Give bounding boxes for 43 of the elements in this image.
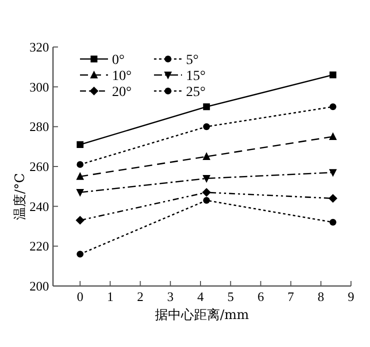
legend-label: 0° [112,53,125,68]
point [76,216,84,225]
x-tick-label: 0 [76,289,84,304]
legend-label: 10° [112,69,132,84]
point [76,250,84,258]
x-axis-title: 据中心距离/mm [154,307,250,323]
point [328,194,338,203]
point [203,123,210,130]
y-tick-label: 220 [30,238,49,254]
x-tick-label: 8 [318,289,324,304]
x-tick-label: 6 [257,289,264,304]
y-tick-label: 300 [30,79,49,94]
point [329,132,337,140]
point [202,188,211,197]
point [203,196,210,204]
x-tick-label: 5 [227,289,234,304]
y-tick-label: 260 [30,159,49,174]
y-tick-label: 320 [30,40,49,54]
x-tick-label: 1 [106,289,114,304]
point [76,161,84,168]
point [202,175,210,183]
y-tick-label: 280 [30,119,49,134]
point [203,103,210,110]
legend-label: 15° [186,69,206,84]
point [329,169,337,177]
x-tick-label: 3 [167,289,174,304]
point [76,141,84,148]
legend-label: 5° [186,53,199,68]
x-tick-label: 4 [197,289,204,304]
y-tick-label: 200 [30,278,49,294]
point [330,71,336,78]
x-tick-label: 2 [137,289,144,304]
x-tick-label: 9 [348,289,354,304]
y-tick-label: 240 [30,198,49,214]
y-axis-title: 温度/°C [12,173,28,220]
point [76,172,84,180]
legend-label: 20° [112,85,132,100]
point [202,152,210,160]
legend-label: 25° [186,85,206,100]
point [330,218,336,226]
x-tick-label: 7 [288,289,295,304]
point [330,103,336,110]
point [76,188,84,197]
